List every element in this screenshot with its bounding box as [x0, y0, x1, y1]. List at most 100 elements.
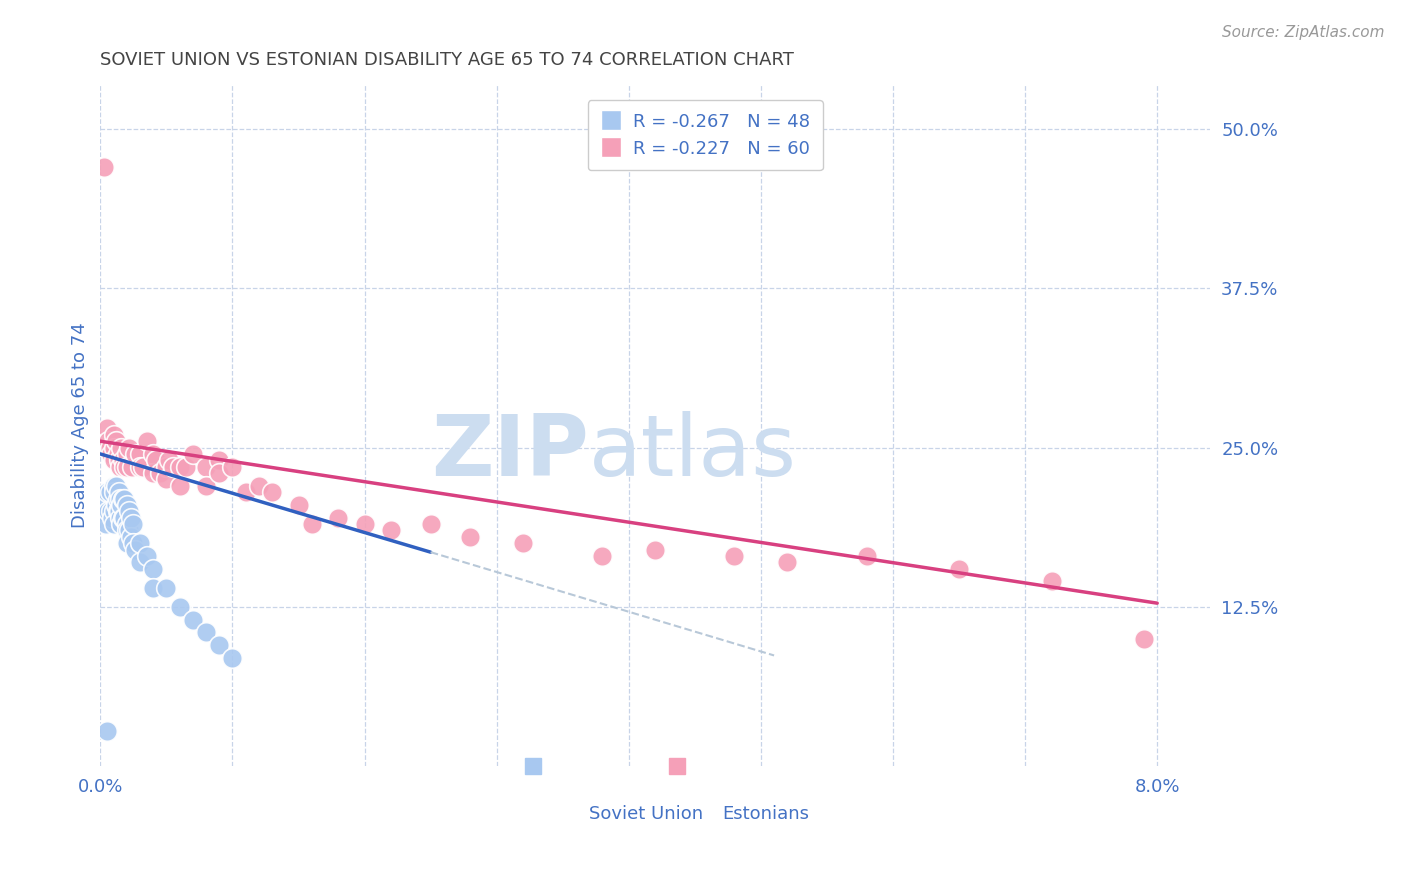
Point: [208, 466, 231, 480]
Point: [122, 536, 145, 550]
Point: [262, 485, 284, 500]
Text: ZIP: ZIP: [430, 411, 589, 494]
Point: [723, 549, 745, 563]
Point: [122, 517, 145, 532]
Point: [103, 427, 125, 442]
Text: Soviet Union: Soviet Union: [589, 805, 703, 823]
Point: [112, 459, 135, 474]
Point: [108, 504, 131, 518]
Point: [380, 524, 402, 538]
Point: [96, 421, 118, 435]
Point: [235, 485, 257, 500]
Point: [108, 459, 131, 474]
Point: [108, 510, 131, 524]
Point: [108, 453, 131, 467]
Point: [105, 479, 128, 493]
Text: atlas: atlas: [589, 411, 797, 494]
Point: [155, 581, 177, 595]
Point: [195, 479, 218, 493]
Point: [107, 504, 129, 518]
Point: [124, 447, 146, 461]
Point: [115, 459, 138, 474]
Point: [221, 651, 243, 665]
Legend: R = -0.267   N = 48, R = -0.227   N = 60: R = -0.267 N = 48, R = -0.227 N = 60: [588, 100, 823, 170]
Point: [149, 466, 172, 480]
Point: [208, 453, 231, 467]
Point: [1040, 574, 1063, 589]
Point: [458, 530, 481, 544]
Point: [145, 453, 167, 467]
Point: [96, 723, 118, 738]
Point: [155, 459, 177, 474]
Point: [101, 510, 124, 524]
Point: [221, 459, 243, 474]
Point: [121, 459, 143, 474]
Point: [105, 434, 128, 449]
Point: [111, 510, 134, 524]
Point: [105, 498, 128, 512]
Point: [110, 498, 132, 512]
Text: Estonians: Estonians: [721, 805, 808, 823]
Text: SOVIET UNION VS ESTONIAN DISABILITY AGE 65 TO 74 CORRELATION CHART: SOVIET UNION VS ESTONIAN DISABILITY AGE …: [100, 51, 794, 69]
Point: [110, 517, 132, 532]
Point: [591, 549, 613, 563]
Point: [115, 524, 138, 538]
Point: [103, 504, 125, 518]
Point: [112, 510, 135, 524]
Point: [115, 447, 138, 461]
Point: [115, 517, 138, 532]
Point: [124, 542, 146, 557]
Point: [98, 441, 121, 455]
Point: [512, 536, 534, 550]
Point: [111, 453, 134, 467]
Point: [169, 479, 191, 493]
Point: [301, 517, 323, 532]
Point: [118, 504, 141, 518]
Point: [111, 491, 134, 506]
Point: [120, 530, 142, 544]
Point: [353, 517, 375, 532]
Point: [169, 599, 191, 614]
Point: [118, 524, 141, 538]
Point: [108, 485, 131, 500]
Point: [155, 473, 177, 487]
Point: [97, 504, 120, 518]
Text: Source: ZipAtlas.com: Source: ZipAtlas.com: [1222, 25, 1385, 40]
Point: [135, 549, 157, 563]
Point: [129, 536, 152, 550]
Point: [247, 479, 270, 493]
Point: [419, 517, 441, 532]
Point: [129, 447, 152, 461]
Point: [96, 485, 118, 500]
Point: [107, 447, 129, 461]
Point: [142, 466, 165, 480]
Point: [157, 453, 180, 467]
Point: [103, 479, 125, 493]
Point: [118, 441, 141, 455]
Point: [142, 581, 165, 595]
Point: [103, 517, 125, 532]
Point: [100, 504, 122, 518]
Point: [94, 498, 117, 512]
Point: [112, 491, 135, 506]
Point: [103, 441, 125, 455]
Y-axis label: Disability Age 65 to 74: Disability Age 65 to 74: [72, 322, 89, 528]
Point: [110, 441, 132, 455]
Point: [103, 453, 125, 467]
Point: [181, 613, 204, 627]
Point: [287, 498, 309, 512]
Point: [129, 459, 152, 474]
Point: [100, 447, 122, 461]
Point: [115, 536, 138, 550]
Point: [195, 459, 218, 474]
Point: [93, 160, 115, 174]
Point: [98, 485, 121, 500]
Point: [107, 491, 129, 506]
Point: [135, 434, 157, 449]
Point: [948, 562, 970, 576]
Point: [120, 510, 142, 524]
Point: [142, 562, 165, 576]
Point: [208, 638, 231, 652]
Point: [181, 447, 204, 461]
Point: [129, 555, 152, 569]
